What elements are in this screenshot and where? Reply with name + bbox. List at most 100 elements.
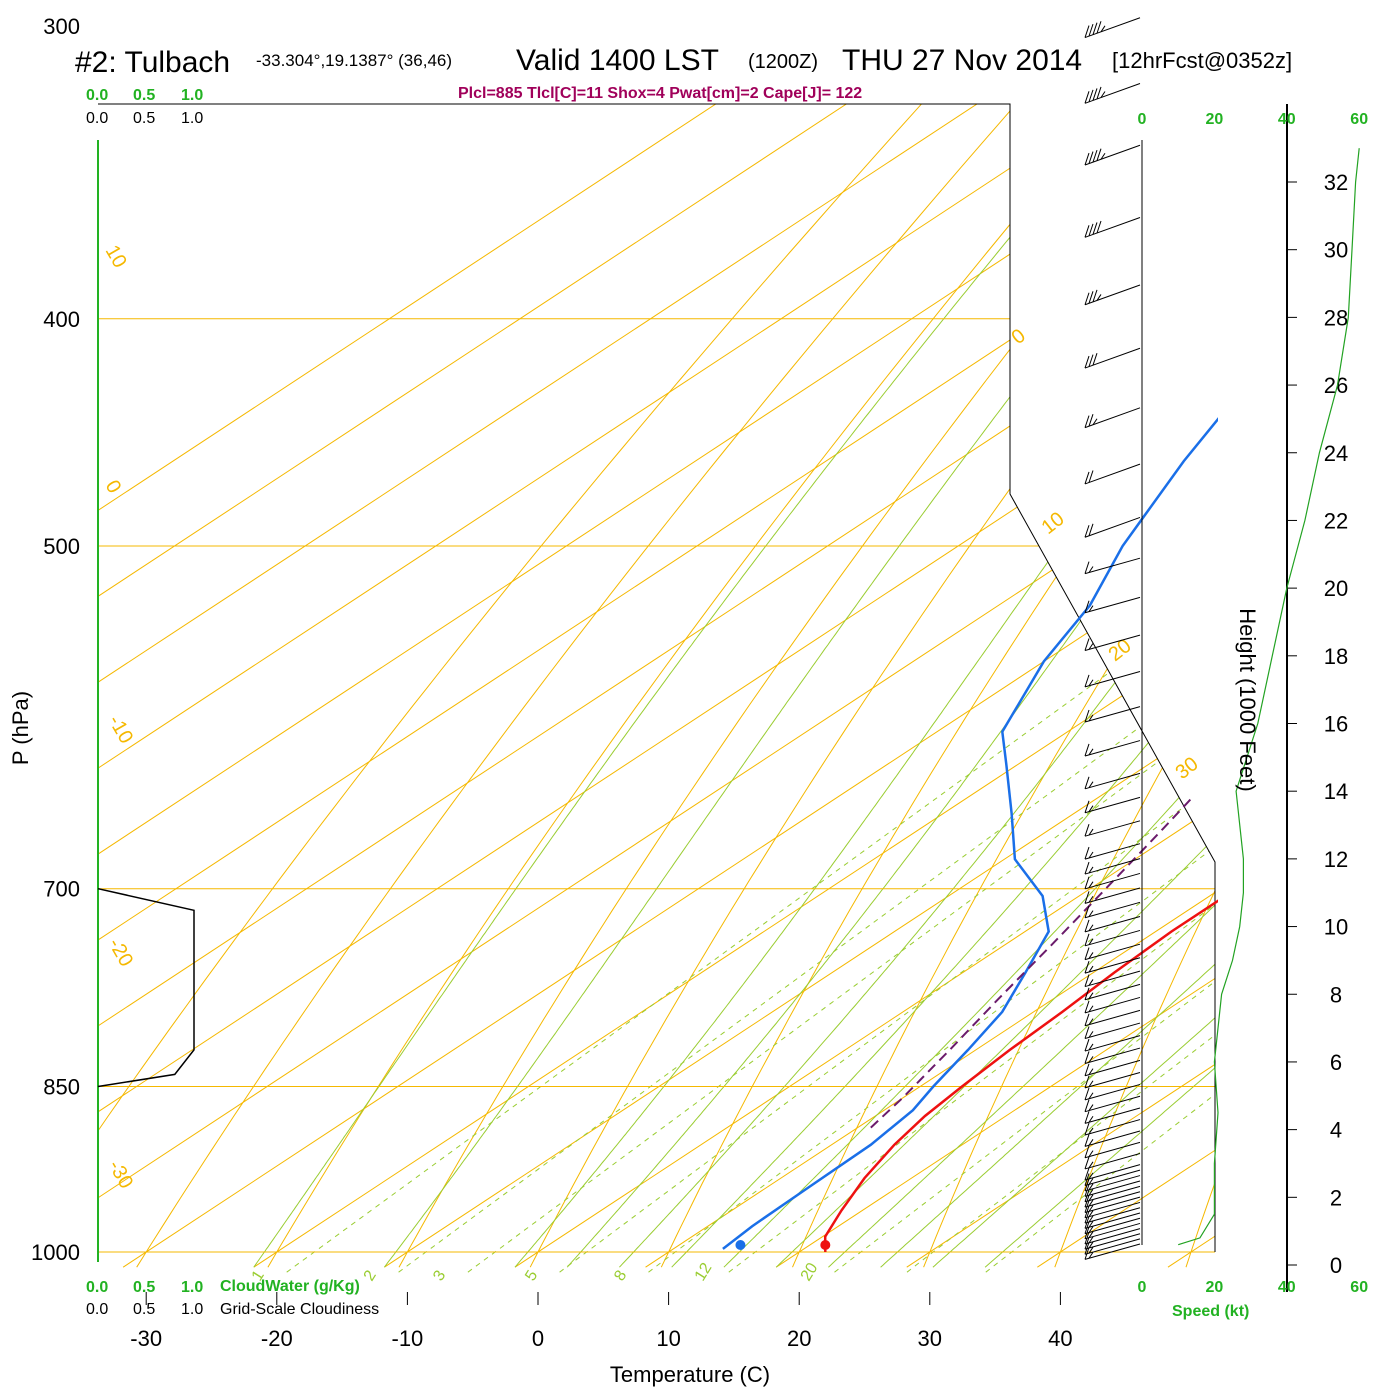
- wind-speed-line: [1178, 148, 1360, 1246]
- isotherm-line: [98, 104, 1215, 1268]
- mixing-ratio-label: 20: [798, 1260, 822, 1284]
- height-tick-label: 16: [1324, 712, 1348, 737]
- speed-tick-top: 20: [1206, 111, 1224, 128]
- speed-axis-title: Speed (kt): [1172, 1303, 1249, 1320]
- height-tick-label: 0: [1330, 1253, 1342, 1278]
- wind-barb: [1084, 1130, 1141, 1147]
- cloud-bottom-black-2: 1.0: [181, 1301, 203, 1318]
- speed-tick-bottom: 0: [1138, 1279, 1147, 1296]
- wind-barb: [1084, 1119, 1141, 1136]
- cloud-scale-top: 0.0 0.5 1.0 0.0 0.5 1.0: [86, 87, 203, 127]
- cloud-bottom-green-0: 0.0: [86, 1279, 108, 1296]
- wind-barb: [1084, 1047, 1141, 1064]
- cloudiness-line: [97, 887, 195, 1088]
- isotherm-line: [98, 104, 1215, 1268]
- cloudiness-profile: [97, 887, 195, 1088]
- wind-barb: [1084, 516, 1141, 538]
- mixing-ratio-line: [559, 318, 1215, 1273]
- wind-barb: [1084, 1022, 1141, 1039]
- wind-barb: [1084, 596, 1141, 614]
- wind-barb: [1084, 284, 1141, 306]
- isotherm-line: [775, 104, 1215, 1268]
- cloud-top-black-2: 1.0: [181, 110, 203, 127]
- speed-tick-bottom: 60: [1350, 1279, 1368, 1296]
- wind-barb: [1084, 1095, 1141, 1113]
- cloud-bottom-green-1: 0.5: [133, 1279, 155, 1296]
- wind-barb: [1084, 1107, 1141, 1124]
- dewpoint-line: [722, 417, 1218, 1250]
- wind-barb: [1084, 1164, 1141, 1181]
- wind-barb: [1084, 843, 1141, 860]
- wind-barb: [1084, 83, 1141, 104]
- height-tick-label: 18: [1324, 644, 1348, 669]
- dry-adiabat-line: [98, 104, 1147, 1268]
- moist-adiabat-line: [566, 104, 1215, 1268]
- x-tick-label: 40: [1048, 1326, 1072, 1351]
- height-tick-label: 14: [1324, 779, 1348, 804]
- height-tick-label: 26: [1324, 373, 1348, 398]
- isotherm-line: [514, 104, 1215, 1268]
- dry-adiabat-line: [136, 104, 1215, 1268]
- moist-adiabat-line: [514, 104, 1215, 1268]
- cloud-bottom-green-2: 1.0: [181, 1279, 203, 1296]
- isotherm-label: 10: [1038, 508, 1069, 539]
- mixing-ratio-label: 3: [430, 1267, 449, 1284]
- height-tick-label: 20: [1324, 576, 1348, 601]
- moist-adiabat-line: [828, 104, 1215, 1268]
- surface-dewpoint-dot: [735, 1240, 746, 1250]
- speed-tick-top: 40: [1278, 111, 1296, 128]
- cloud-top-green-1: 0.5: [133, 87, 155, 104]
- y-tick-label: 1000: [31, 1240, 80, 1265]
- isotherm-label: -10: [104, 712, 138, 748]
- cloudiness-label: Grid-Scale Cloudiness: [220, 1301, 379, 1318]
- wind-barb: [1084, 1071, 1141, 1089]
- height-tick-label: 2: [1330, 1185, 1342, 1210]
- cloud-top-green-0: 0.0: [86, 87, 108, 104]
- wind-barb: [1084, 929, 1141, 947]
- wind-barb: [1084, 983, 1141, 1001]
- mixing-ratio-label: 12: [692, 1260, 716, 1284]
- speed-tick-top: 60: [1350, 111, 1368, 128]
- wind-barb: [1084, 887, 1141, 904]
- y-tick-label: 300: [43, 14, 80, 39]
- height-tick-label: 24: [1324, 441, 1348, 466]
- wind-barb: [1084, 17, 1141, 39]
- forecast-info: [12hrFcst@0352z]: [1112, 48, 1292, 73]
- station-coords: -33.304°,19.1387° (36,46): [256, 51, 452, 70]
- parcel-info: Plcl=885 Tlcl[C]=11 Shox=4 Pwat[cm]=2 Ca…: [458, 85, 862, 102]
- height-tick-label: 10: [1324, 915, 1348, 940]
- y-tick-label: 700: [43, 877, 80, 902]
- surface-temperature-dot: [820, 1240, 831, 1250]
- speed-tick-bottom: 20: [1206, 1279, 1224, 1296]
- x-tick-label: 10: [656, 1326, 680, 1351]
- isotherm-label: 10: [101, 242, 131, 272]
- zulu-time: (1200Z): [748, 51, 818, 73]
- height-tick-label: 32: [1324, 170, 1348, 195]
- wind-barb: [1084, 557, 1141, 575]
- mixing-ratio-line: [398, 318, 1215, 1273]
- wind-barb: [1084, 772, 1141, 790]
- x-tick-label: 20: [787, 1326, 811, 1351]
- moist-adiabat-line: [671, 104, 1215, 1268]
- dry-adiabat-line: [1185, 104, 1215, 1268]
- speed-tick-top: 0: [1138, 111, 1147, 128]
- isotherm-line: [1167, 104, 1215, 1268]
- cloud-water-label: CloudWater (g/Kg): [220, 1278, 360, 1295]
- wind-barb: [1084, 858, 1141, 875]
- moist-adiabat-line: [984, 104, 1215, 1268]
- wind-barb: [1084, 872, 1141, 890]
- wind-barb: [1084, 1141, 1141, 1159]
- plot-frame: [98, 103, 1216, 1252]
- mixing-ratio-line: [648, 318, 1215, 1273]
- height-tick-label: 4: [1330, 1118, 1342, 1143]
- isotherm-line: [253, 104, 1215, 1268]
- wind-barb: [1084, 996, 1141, 1014]
- wind-barb: [1084, 347, 1141, 369]
- wind-barb: [1084, 970, 1141, 988]
- wind-barb: [1084, 634, 1141, 651]
- wind-barb: [1084, 706, 1141, 723]
- mixing-ratio-line: [467, 318, 1215, 1273]
- moist-adiabat-line: [253, 104, 1215, 1268]
- wind-barb: [1084, 1083, 1141, 1101]
